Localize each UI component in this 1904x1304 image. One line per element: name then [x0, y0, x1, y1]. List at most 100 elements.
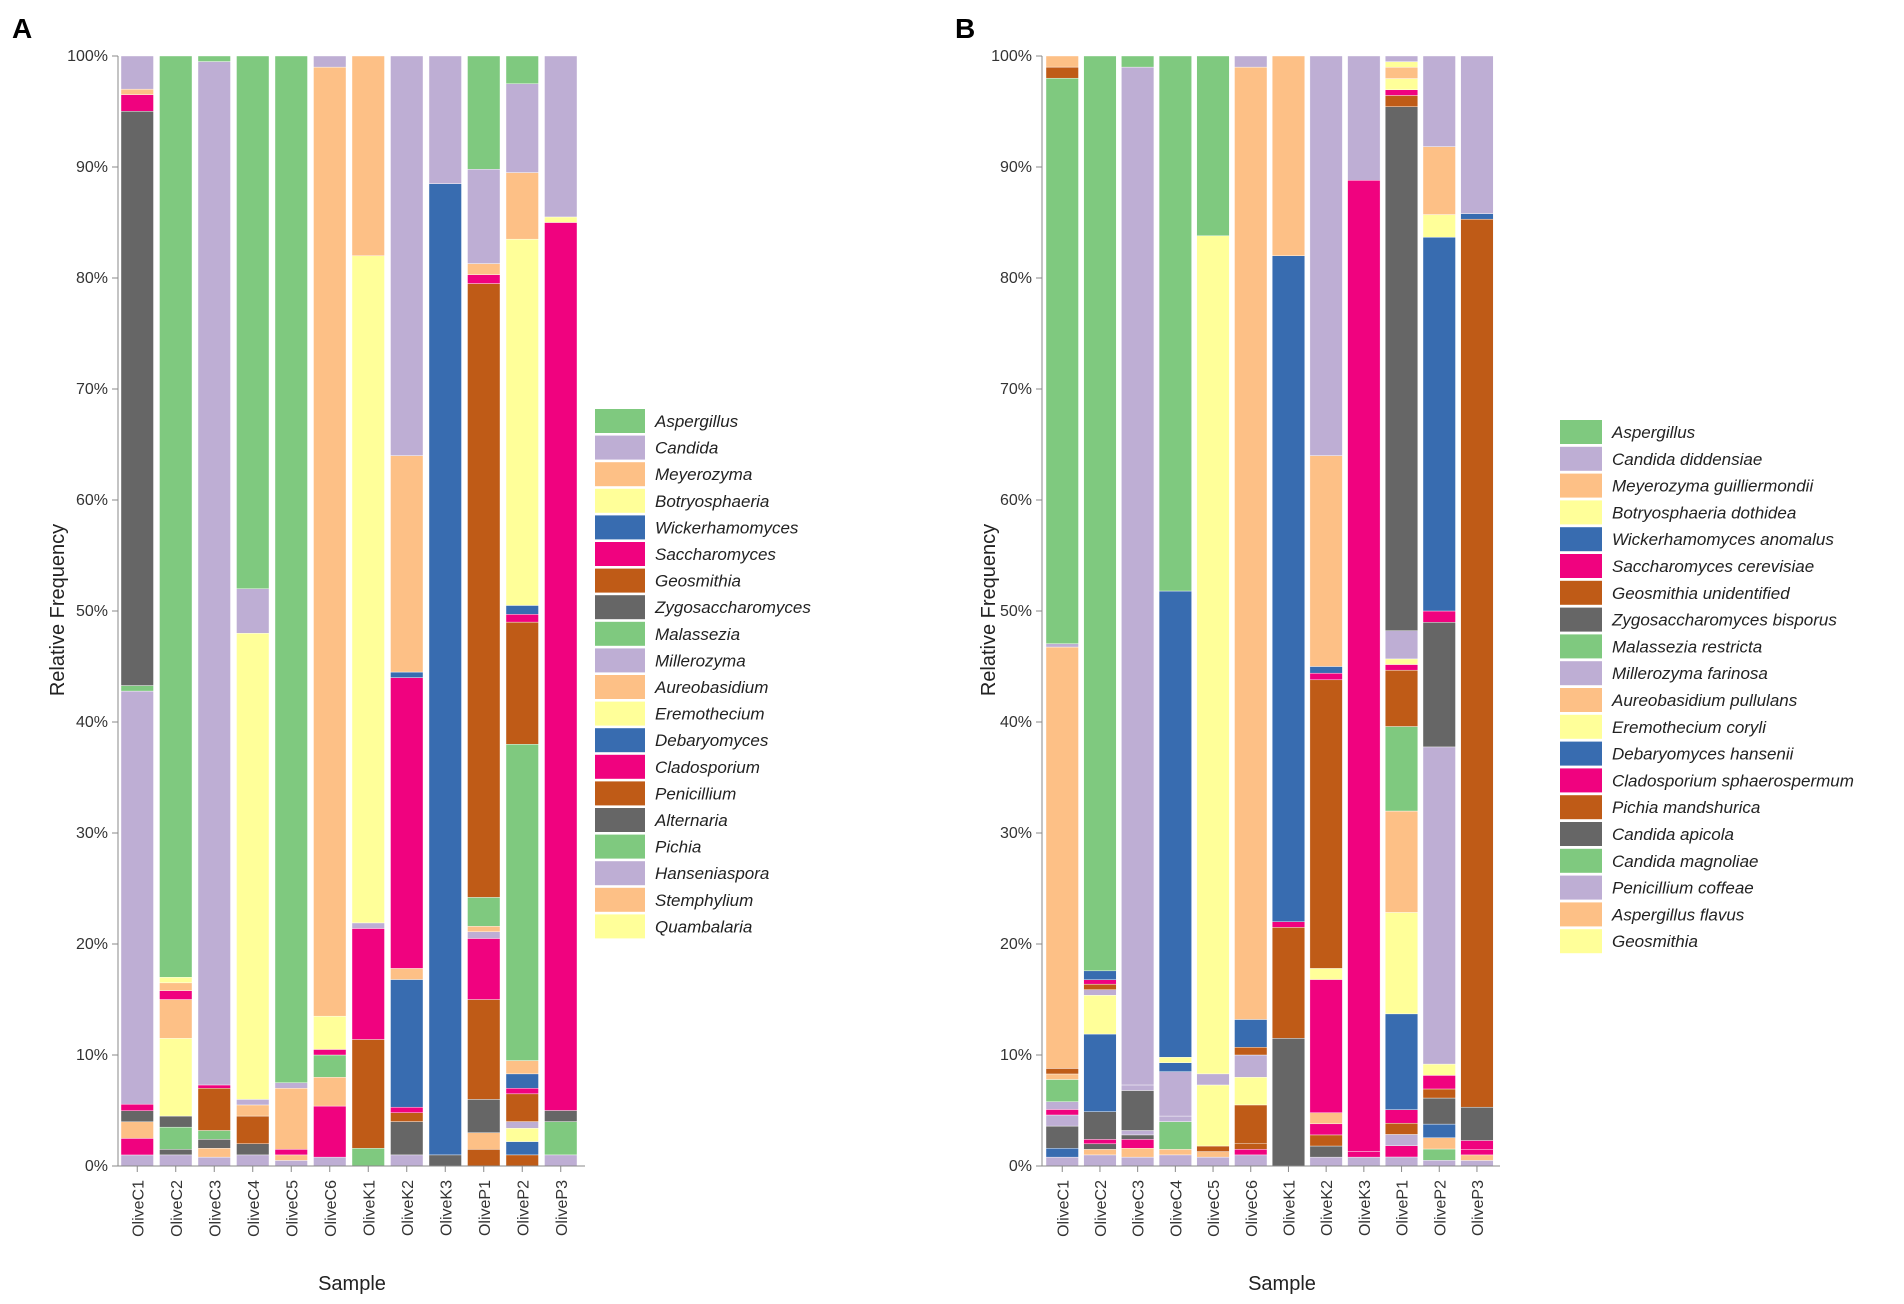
bar-segment [1309, 1123, 1343, 1136]
panel-a-bars [120, 55, 578, 1167]
bar-segment [1385, 1109, 1419, 1124]
legend-swatch [595, 568, 645, 593]
bar-segment [505, 1073, 539, 1089]
bar-segment [1121, 1090, 1155, 1131]
legend-label: Aspergillus flavus [1611, 905, 1745, 924]
bar-segment [505, 1128, 539, 1142]
y-tick-label: 100% [991, 48, 1032, 65]
bar-segment [1422, 237, 1456, 612]
bar-segment [1083, 983, 1117, 990]
x-tick-label: OliveP2 [515, 1180, 532, 1236]
bar-segment [236, 1143, 270, 1156]
legend-swatch [1560, 688, 1602, 712]
bar-segment [159, 55, 193, 978]
bar-segment [1158, 1115, 1192, 1122]
bar-segment [1045, 1114, 1079, 1127]
panel-b-x-ticks: OliveC1 OliveC2 OliveC3 OliveC4 OliveC5 Olive… [1055, 1166, 1487, 1237]
y-tick-label: 0% [85, 1158, 108, 1175]
bar-segment [120, 1154, 154, 1167]
bar-segment [197, 1084, 231, 1089]
bar-segment [1158, 1154, 1192, 1167]
bar-segment [1158, 1121, 1192, 1150]
legend-swatch [595, 409, 645, 433]
bar-segment [1234, 1076, 1268, 1106]
bar-segment [313, 1054, 347, 1078]
bar-segment [390, 979, 424, 1108]
bar-segment [313, 55, 347, 68]
legend-swatch [1560, 848, 1602, 873]
bar-segment [1196, 1156, 1230, 1167]
panel-a-y-ticks: 0% 10% 20% 30% 40% 50% 60% 70% 80% 90% 100% [67, 48, 118, 1175]
bar-segment [274, 1149, 308, 1156]
bar-segment [351, 922, 385, 929]
legend-swatch [1560, 473, 1602, 498]
bar-segment [1234, 1104, 1268, 1144]
bar-segment [1460, 1106, 1494, 1141]
x-tick-label: OliveC3 [1131, 1180, 1148, 1237]
legend-swatch [1560, 554, 1602, 578]
bar-segment [1422, 746, 1456, 1065]
bar-segment [351, 928, 385, 1040]
bar-segment [351, 1039, 385, 1149]
legend-label: Pichia [655, 838, 701, 857]
bar-segment [1385, 912, 1419, 1015]
bar-segment [120, 1138, 154, 1156]
bar-segment [1045, 1068, 1079, 1075]
y-tick-label: 70% [1000, 381, 1032, 398]
bar-segment [1121, 1084, 1155, 1091]
bar-segment [1385, 1122, 1419, 1135]
legend-label: Candida magnoliae [1612, 852, 1759, 871]
bar-segment [1196, 1145, 1230, 1152]
bar-segment [1083, 979, 1117, 985]
x-tick-label: OliveK1 [361, 1180, 378, 1236]
bar-segment [544, 55, 578, 218]
legend-swatch [1560, 929, 1602, 954]
bar-segment [467, 1132, 501, 1150]
bar-segment [120, 1110, 154, 1123]
bar-segment [236, 1115, 270, 1145]
bar-segment [390, 455, 424, 673]
y-tick-label: 80% [76, 270, 108, 287]
bar-segment [1045, 1073, 1079, 1080]
bar-segment [351, 1148, 385, 1167]
bar-segment [1271, 921, 1305, 928]
legend-swatch [1560, 634, 1602, 659]
bar-segment [505, 1093, 539, 1122]
legend-swatch [595, 834, 645, 859]
bar-segment [274, 1154, 308, 1161]
bar-segment [1121, 1139, 1155, 1149]
bar-segment [1460, 213, 1494, 220]
legend-label: Debaryomyces [655, 731, 769, 750]
legend-swatch [595, 781, 645, 806]
bar-segment [274, 1082, 308, 1089]
bar-segment [120, 88, 154, 95]
panel-b-y-title: Relative Frequency [978, 524, 1000, 696]
bar-segment [274, 1160, 308, 1167]
bar-segment [236, 1104, 270, 1117]
bar-segment [274, 55, 308, 1083]
bar-segment [1460, 1149, 1494, 1156]
legend-swatch [595, 887, 645, 912]
legend-swatch [1560, 607, 1602, 632]
bar-segment [1083, 55, 1117, 972]
bar-segment [313, 1015, 347, 1050]
bar-segment [1309, 1112, 1343, 1125]
bar-segment [159, 1126, 193, 1150]
bar-segment [1309, 1134, 1343, 1147]
bar-segment [505, 744, 539, 1061]
legend-label: Penicillium [655, 784, 736, 803]
bar-segment [197, 1148, 231, 1158]
legend-swatch [595, 675, 645, 699]
bar-segment [1196, 1084, 1230, 1147]
legend-label: Millerozyma [655, 651, 746, 670]
bar-segment [159, 977, 193, 984]
legend-label: Botryosphaeria dothidea [1612, 503, 1796, 522]
legend-label: Malassezia restricta [1612, 637, 1762, 656]
bar-segment [1271, 927, 1305, 1039]
bar-segment [1045, 55, 1079, 68]
y-tick-label: 60% [1000, 492, 1032, 509]
bar-segment [120, 1121, 154, 1139]
legend-label: Aspergillus [654, 412, 739, 431]
bar-segment [505, 1060, 539, 1075]
